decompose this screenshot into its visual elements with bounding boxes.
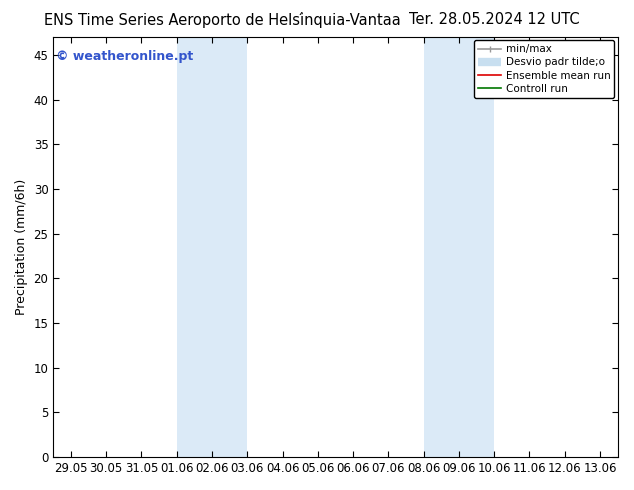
Bar (177, 37, 247, 457)
Text: ENS Time Series Aeroporto de Helsínquia-Vantaa: ENS Time Series Aeroporto de Helsínquia… (44, 12, 400, 28)
Y-axis label: Precipitation (mm/6h): Precipitation (mm/6h) (15, 179, 28, 315)
Text: © weatheronline.pt: © weatheronline.pt (56, 49, 193, 63)
Text: Ter. 28.05.2024 12 UTC: Ter. 28.05.2024 12 UTC (409, 12, 580, 27)
Legend: min/max, Desvio padr tilde;o, Ensemble mean run, Controll run: min/max, Desvio padr tilde;o, Ensemble m… (474, 40, 614, 98)
Bar (424, 37, 494, 457)
